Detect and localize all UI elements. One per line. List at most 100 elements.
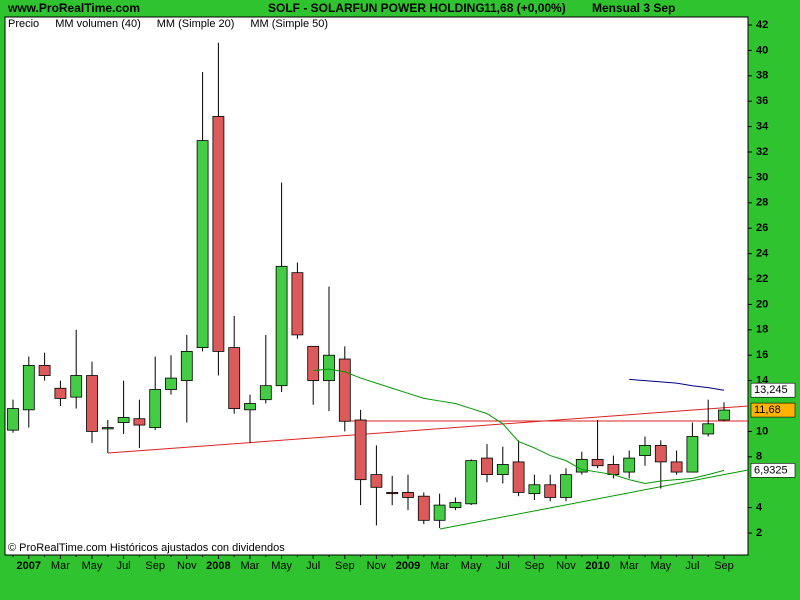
- legend-entry: MM volumen (40): [55, 18, 141, 30]
- x-tick-label: Jul: [685, 560, 699, 572]
- x-tick-label: 2009: [396, 560, 420, 572]
- candle-body: [7, 408, 19, 431]
- candle-body: [544, 484, 557, 498]
- candle-body: [54, 387, 67, 399]
- y-tick-label: 4: [756, 502, 763, 514]
- y-tick-label: 40: [756, 44, 768, 56]
- candle-body: [38, 364, 51, 376]
- candle-body: [370, 474, 383, 488]
- legend-entry: MM (Simple 50): [250, 18, 328, 30]
- site: www.ProRealTime.com: [7, 1, 140, 15]
- candle-body: [417, 495, 430, 521]
- candle-body: [402, 491, 414, 498]
- trendline: [107, 405, 749, 454]
- y-tick-label: 26: [756, 222, 768, 234]
- candle-body: [101, 427, 114, 430]
- trendline: [439, 469, 749, 530]
- candle-body: [623, 457, 636, 473]
- value-box: [750, 402, 796, 418]
- candle-body: [338, 358, 351, 422]
- x-tick-label: Nov: [177, 560, 197, 572]
- candle-body: [212, 116, 225, 352]
- candle-body: [228, 347, 241, 409]
- candle-body: [354, 419, 367, 481]
- y-tick-label: 16: [756, 349, 768, 361]
- legend-entry: MM (Simple 20): [157, 18, 235, 30]
- candle-body: [244, 403, 256, 411]
- y-tick-label: 8: [756, 451, 762, 463]
- y-tick-label: 32: [756, 146, 768, 158]
- x-tick-label: May: [650, 560, 671, 572]
- candle-body: [575, 458, 588, 473]
- y-tick-label: 42: [756, 19, 768, 31]
- y-tick-label: 34: [756, 121, 769, 133]
- candle-body: [149, 389, 162, 429]
- candle-body: [639, 444, 651, 456]
- y-tick-label: 10: [756, 425, 768, 437]
- candle-body: [323, 354, 335, 382]
- x-tick-label: Nov: [556, 560, 576, 572]
- x-tick-label: 2007: [17, 560, 41, 572]
- x-tick-label: Mar: [241, 560, 260, 572]
- ma-line: [629, 378, 725, 391]
- x-tick-label: 2010: [585, 560, 609, 572]
- value-label: 11,68: [754, 404, 781, 416]
- candle-body: [70, 375, 83, 398]
- period: Mensual 3 Sep: [592, 1, 675, 15]
- y-tick-label: 30: [756, 171, 768, 183]
- x-tick-label: 2008: [206, 560, 230, 572]
- candle-body: [670, 461, 683, 473]
- candle-body: [560, 474, 572, 498]
- candle-body: [196, 140, 209, 348]
- x-tick-label: May: [82, 560, 103, 572]
- candle-body: [718, 409, 730, 421]
- candle-body: [117, 417, 130, 423]
- candle-body: [607, 464, 620, 476]
- candle-body: [386, 491, 399, 495]
- x-tick-label: Nov: [367, 560, 387, 572]
- x-tick-label: Jul: [117, 560, 131, 572]
- candle-body: [654, 444, 667, 463]
- y-tick-label: 20: [756, 298, 768, 310]
- footer: © ProRealTime.com Históricos ajustados c…: [8, 542, 285, 554]
- y-tick-label: 22: [756, 273, 768, 285]
- x-tick-label: Jul: [306, 560, 320, 572]
- y-tick-label: 36: [756, 95, 768, 107]
- candle-body: [528, 484, 541, 495]
- value-box: [750, 382, 796, 398]
- candle-body: [449, 502, 462, 509]
- candle-body: [22, 364, 35, 411]
- y-tick-label: 38: [756, 70, 768, 82]
- candle-body: [512, 461, 525, 493]
- candle-body: [133, 418, 146, 426]
- candle-body: [291, 272, 304, 336]
- x-tick-label: Sep: [145, 560, 165, 572]
- candle-body: [307, 345, 320, 382]
- x-tick-label: May: [271, 560, 292, 572]
- x-tick-label: Mar: [620, 560, 639, 572]
- quote: 11,68 (+0,00%): [484, 1, 566, 15]
- candle-body: [465, 460, 478, 505]
- value-box: [750, 463, 796, 478]
- legend-entry: Precio: [8, 18, 39, 30]
- x-tick-label: Sep: [714, 560, 734, 572]
- candle-body: [259, 385, 272, 401]
- ma-line: [313, 368, 725, 485]
- candle-body: [481, 457, 493, 476]
- candle-body: [496, 464, 509, 476]
- candle-body: [702, 423, 715, 435]
- value-label: 6,9325: [754, 464, 788, 476]
- y-tick-label: 28: [756, 197, 768, 209]
- candle-body: [275, 265, 288, 387]
- x-tick-label: Mar: [430, 560, 449, 572]
- chart-title: SOLF - SOLARFUN POWER HOLDING: [268, 1, 485, 15]
- value-label: 13,245: [754, 384, 788, 396]
- candle-body: [165, 377, 177, 390]
- x-tick-label: Sep: [335, 560, 355, 572]
- x-tick-label: Sep: [525, 560, 545, 572]
- candle-body: [180, 351, 193, 382]
- candle-body: [686, 436, 699, 473]
- y-tick-label: 18: [756, 324, 768, 336]
- candle-body: [86, 375, 98, 432]
